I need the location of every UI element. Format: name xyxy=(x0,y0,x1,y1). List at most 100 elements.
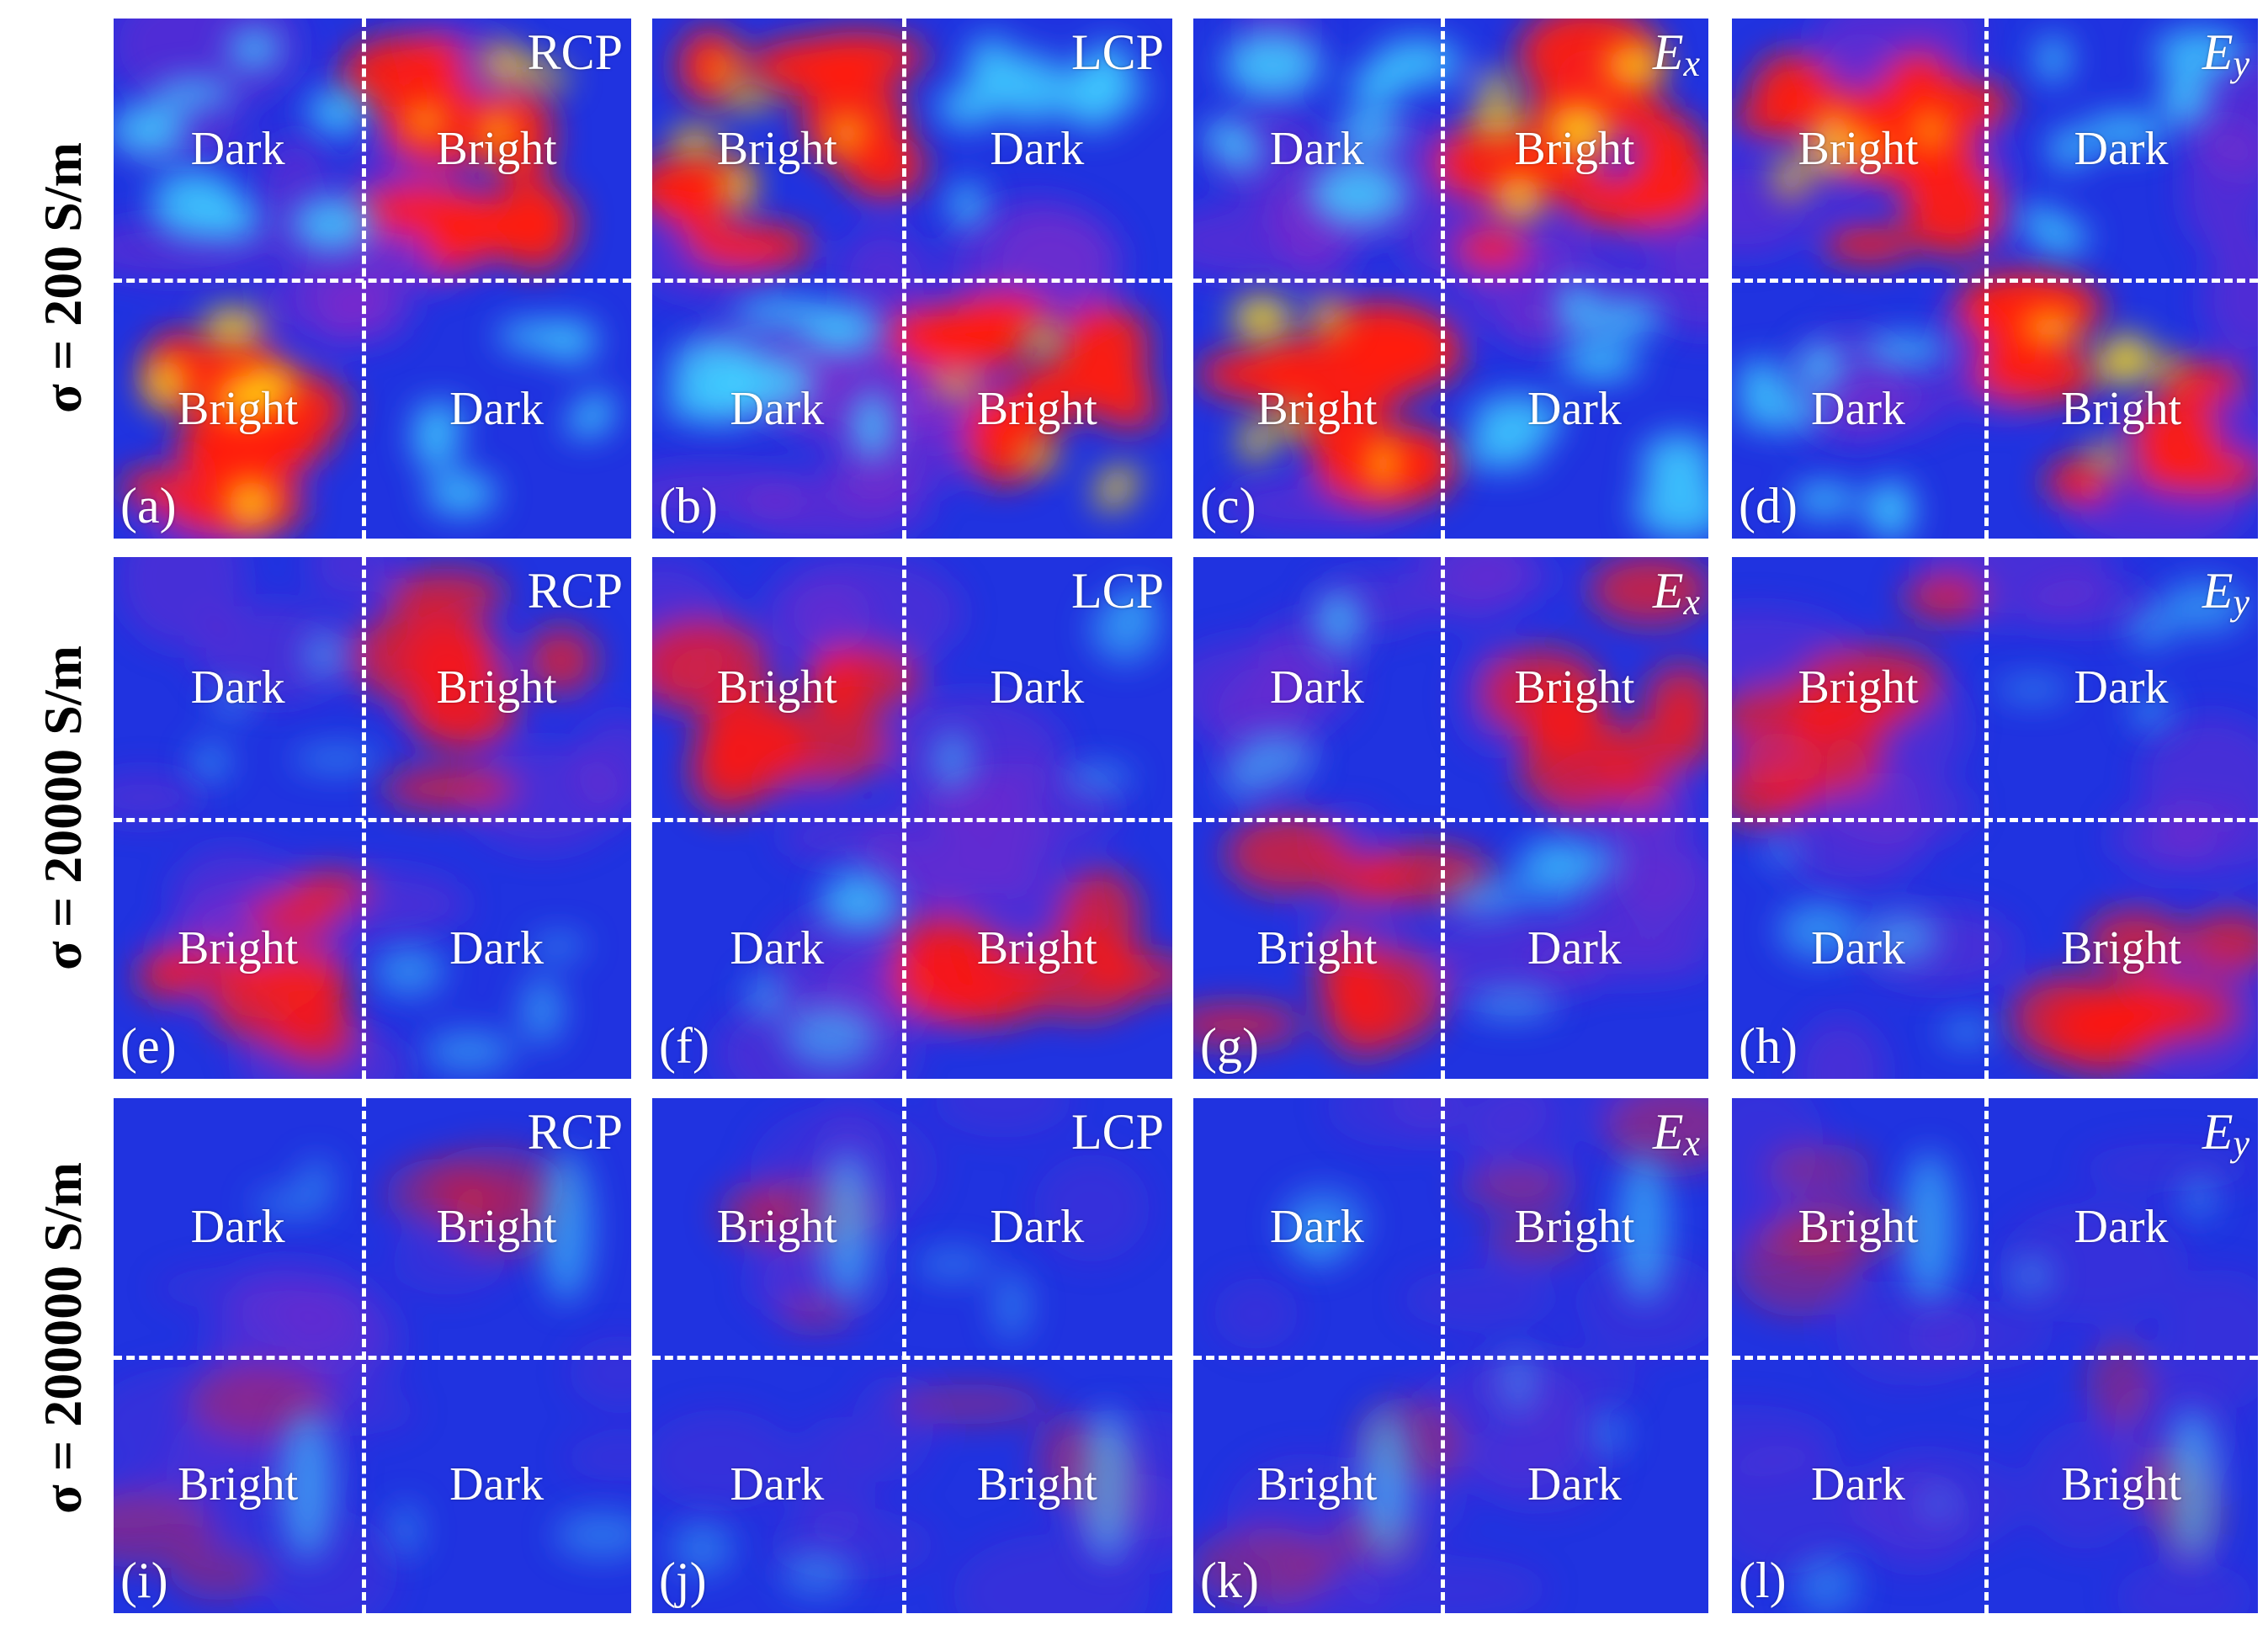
quadrant-label-tr: Dark xyxy=(2074,1201,2169,1253)
polarization-label: Ey xyxy=(2202,24,2249,85)
polarization-symbol: E xyxy=(1652,24,1684,80)
polarization-label: Ex xyxy=(1653,1103,1700,1165)
polarization-text: LCP xyxy=(1070,24,1164,80)
polarization-symbol: E xyxy=(1652,563,1684,619)
polarization-label: LCP xyxy=(1071,562,1164,620)
quadrant-label-bl: Bright xyxy=(1256,922,1378,974)
quadrant-label-br: Dark xyxy=(449,382,544,435)
row-label-sigma: σ = 200 S/m xyxy=(17,142,109,413)
panel-id-label: (a) xyxy=(120,478,177,534)
polarization-text: LCP xyxy=(1070,1104,1164,1160)
quadrant-label-bl: Dark xyxy=(1811,1458,1905,1511)
quadrant-label-tr: Bright xyxy=(436,1201,557,1253)
quadrant-label-tl: Bright xyxy=(716,661,837,714)
row-label-text: σ = 200000 S/m xyxy=(33,1162,93,1514)
polarization-text: RCP xyxy=(527,24,623,80)
quadrant-label-br: Dark xyxy=(1527,922,1622,974)
polarization-label: Ey xyxy=(2202,1103,2249,1165)
quadrant-label-br: Dark xyxy=(449,1458,544,1511)
field-map-panel: Bright Dark Dark Bright LCP (b) xyxy=(652,19,1172,539)
quadrant-label-tl: Dark xyxy=(1269,122,1364,175)
quadrant-divider-horizontal xyxy=(114,1356,631,1360)
quadrant-label-bl: Dark xyxy=(1811,382,1905,435)
field-map-panel: Dark Bright Bright Dark RCP (a) xyxy=(114,19,631,539)
polarization-label: LCP xyxy=(1071,1103,1164,1161)
quadrant-label-tl: Bright xyxy=(1798,661,1919,714)
field-map-panel: Dark Bright Bright Dark Ex (k) xyxy=(1193,1098,1708,1613)
quadrant-label-tr: Dark xyxy=(990,122,1085,175)
polarization-text: RCP xyxy=(527,1104,623,1160)
polarization-text: RCP xyxy=(527,563,623,619)
quadrant-label-tl: Dark xyxy=(1269,661,1364,714)
panel-id-label: (k) xyxy=(1200,1553,1259,1608)
quadrant-label-tr: Bright xyxy=(436,122,557,175)
panel-id-label: (l) xyxy=(1739,1553,1787,1608)
row-label-text: σ = 200 S/m xyxy=(33,142,93,413)
intensity-map xyxy=(1732,557,2258,1079)
polarization-text: LCP xyxy=(1070,563,1164,619)
polarization-label: LCP xyxy=(1071,24,1164,82)
quadrant-label-br: Bright xyxy=(976,1458,1097,1511)
quadrant-label-bl: Bright xyxy=(178,1458,299,1511)
quadrant-label-tl: Dark xyxy=(190,1201,285,1253)
quadrant-divider-horizontal xyxy=(1732,1356,2258,1360)
quadrant-divider-horizontal xyxy=(114,818,631,822)
field-map-panel: Bright Dark Dark Bright Ey (d) xyxy=(1732,19,2258,539)
quadrant-label-tr: Dark xyxy=(990,1201,1085,1253)
quadrant-label-br: Bright xyxy=(2060,1458,2182,1511)
quadrant-label-tl: Dark xyxy=(190,661,285,714)
polarization-label: Ey xyxy=(2202,562,2249,624)
quadrant-label-br: Bright xyxy=(2060,382,2182,435)
quadrant-divider-horizontal xyxy=(1193,818,1708,822)
quadrant-divider-horizontal xyxy=(1193,279,1708,283)
quadrant-label-bl: Bright xyxy=(178,382,299,435)
intensity-map xyxy=(114,1146,631,1613)
quadrant-label-br: Bright xyxy=(2060,922,2182,974)
panel-id-label: (h) xyxy=(1739,1018,1798,1074)
intensity-map xyxy=(1732,19,2258,539)
field-map-panel: Bright Dark Dark Bright LCP (f) xyxy=(652,557,1172,1079)
intensity-map xyxy=(1193,1098,1708,1613)
quadrant-label-tr: Bright xyxy=(1514,122,1635,175)
panel-id-label: (g) xyxy=(1200,1018,1259,1074)
panel-id-label: (c) xyxy=(1200,478,1256,534)
intensity-map xyxy=(1193,19,1708,539)
intensity-map xyxy=(652,1098,1172,1613)
quadrant-label-tr: Bright xyxy=(1514,1201,1635,1253)
field-map-panel: Bright Dark Dark Bright Ey (l) xyxy=(1732,1098,2258,1613)
quadrant-label-br: Bright xyxy=(976,922,1097,974)
panel-id-label: (i) xyxy=(120,1553,168,1608)
polarization-symbol: E xyxy=(2202,563,2233,619)
field-map-panel: Dark Bright Bright Dark RCP (e) xyxy=(114,557,631,1079)
polarization-symbol: E xyxy=(1652,1104,1684,1160)
panel-id-label: (b) xyxy=(659,478,718,534)
field-map-panel: Dark Bright Bright Dark Ex (c) xyxy=(1193,19,1708,539)
quadrant-label-bl: Bright xyxy=(1256,1458,1378,1511)
quadrant-label-bl: Dark xyxy=(730,1458,825,1511)
panel-id-label: (f) xyxy=(659,1018,709,1074)
intensity-map xyxy=(114,557,631,1079)
intensity-map xyxy=(652,557,1172,1079)
quadrant-divider-horizontal xyxy=(1732,279,2258,283)
quadrant-label-tr: Bright xyxy=(436,661,557,714)
quadrant-label-br: Bright xyxy=(976,382,1097,435)
polarization-symbol: E xyxy=(2202,1104,2233,1160)
row-label-sigma: σ = 200000 S/m xyxy=(17,1077,109,1599)
polarization-subscript: y xyxy=(2233,43,2249,84)
polarization-subscript: x xyxy=(1683,43,1700,84)
polarization-label: RCP xyxy=(528,1103,623,1161)
intensity-map xyxy=(1193,557,1708,1058)
quadrant-label-tr: Bright xyxy=(1514,661,1635,714)
quadrant-label-bl: Dark xyxy=(1811,922,1905,974)
intensity-map xyxy=(652,28,1161,539)
quadrant-label-tr: Dark xyxy=(2074,122,2169,175)
row-label-text: σ = 20000 S/m xyxy=(33,645,93,970)
row-label-sigma: σ = 20000 S/m xyxy=(17,572,109,1043)
polarization-subscript: y xyxy=(2233,1123,2249,1164)
quadrant-divider-horizontal xyxy=(114,279,631,283)
polarization-label: Ex xyxy=(1653,562,1700,624)
quadrant-label-tr: Dark xyxy=(2074,661,2169,714)
quadrant-label-br: Dark xyxy=(1527,1458,1622,1511)
polarization-label: RCP xyxy=(528,562,623,620)
